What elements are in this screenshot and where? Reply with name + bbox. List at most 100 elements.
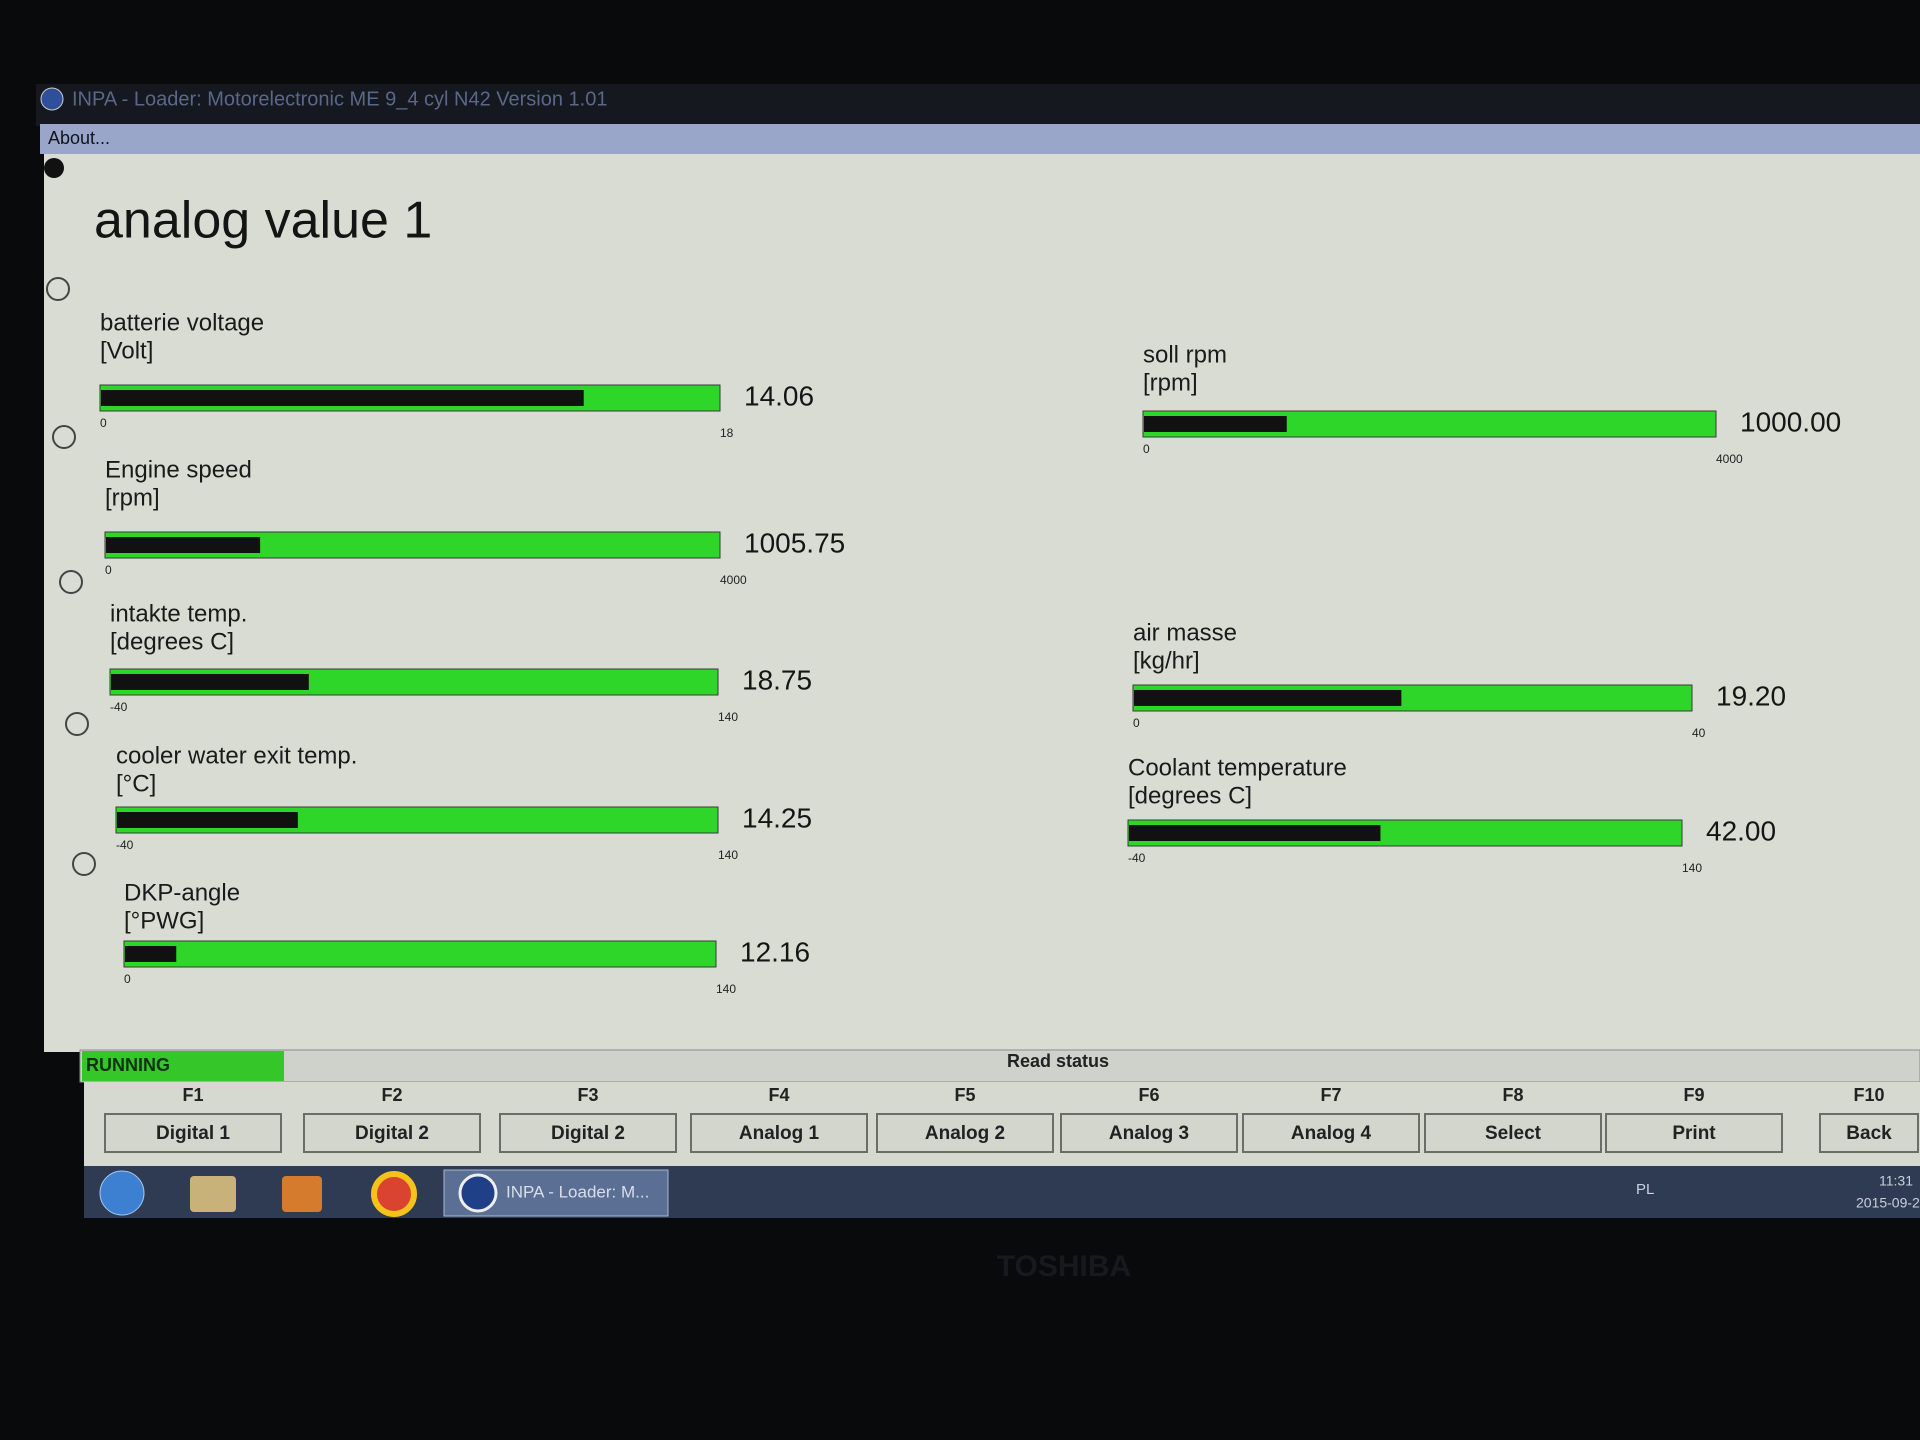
gauge-unit: [degrees C] bbox=[1128, 782, 1252, 809]
gauge-min: 0 bbox=[1133, 716, 1140, 730]
status-label: Read status bbox=[1007, 1051, 1109, 1071]
gauge-label: Coolant temperature bbox=[1128, 754, 1347, 781]
status-indicator bbox=[82, 1051, 284, 1081]
clock-date: 2015-09-2 bbox=[1856, 1195, 1920, 1211]
gauge-max: 40 bbox=[1692, 726, 1706, 740]
explorer-icon[interactable] bbox=[190, 1176, 236, 1212]
gauge-value: 1000.00 bbox=[1740, 406, 1841, 437]
gauge-label: air masse bbox=[1133, 619, 1237, 646]
function-key-name: F8 bbox=[1502, 1085, 1523, 1105]
function-key-label[interactable]: Analog 3 bbox=[1109, 1123, 1189, 1144]
clock-time: 11:31 bbox=[1879, 1173, 1913, 1189]
function-key-label[interactable]: Back bbox=[1846, 1123, 1892, 1144]
side-markers bbox=[46, 277, 96, 876]
function-key-name: F1 bbox=[182, 1085, 203, 1105]
function-key-label[interactable]: Analog 1 bbox=[739, 1123, 820, 1144]
function-key-label[interactable]: Digital 2 bbox=[355, 1123, 429, 1144]
gauge-unit: [°PWG] bbox=[124, 907, 204, 934]
function-key-button[interactable] bbox=[499, 1113, 677, 1153]
gauge-min: 0 bbox=[100, 416, 107, 430]
gauge-label: intakte temp. bbox=[110, 600, 247, 627]
gauge-max: 4000 bbox=[1716, 452, 1743, 466]
task-label: INPA - Loader: M... bbox=[506, 1182, 649, 1201]
gauge-unit: [Volt] bbox=[100, 337, 153, 364]
function-key-button[interactable] bbox=[1819, 1113, 1919, 1153]
gauge-fill bbox=[125, 946, 177, 962]
function-key-button[interactable] bbox=[303, 1113, 481, 1153]
function-key-label[interactable]: Analog 2 bbox=[925, 1123, 1005, 1144]
menu-item[interactable]: About... bbox=[48, 128, 110, 148]
function-key-name: F3 bbox=[577, 1085, 598, 1105]
gauge-max: 140 bbox=[718, 710, 738, 724]
function-keys: F1 Digital 1 F2 Digital 2 F3 Digital 2 F4 Analo… bbox=[104, 1085, 1919, 1153]
function-key-name: F10 bbox=[1853, 1085, 1884, 1105]
media-icon[interactable] bbox=[282, 1176, 322, 1212]
app-icon bbox=[40, 87, 64, 111]
client-area bbox=[44, 154, 1920, 1052]
gauge-fill bbox=[1144, 416, 1287, 432]
title-bar bbox=[36, 84, 1920, 126]
function-key-button[interactable] bbox=[1424, 1113, 1602, 1153]
gauge-fill bbox=[1134, 690, 1402, 706]
gauge-min: 0 bbox=[1143, 442, 1150, 456]
gauge-value: 1005.75 bbox=[744, 527, 845, 558]
function-key-name: F7 bbox=[1320, 1085, 1341, 1105]
function-key-name: F9 bbox=[1683, 1085, 1704, 1105]
gauge-min: 0 bbox=[105, 563, 112, 577]
gauge-fill bbox=[117, 812, 298, 828]
gauge-label: soll rpm bbox=[1143, 341, 1227, 368]
gauge-fill bbox=[111, 674, 309, 690]
gauge-value: 14.25 bbox=[742, 802, 812, 833]
gauges: batterie voltage[Volt] 0 18 14.06 Engine spe… bbox=[99, 309, 1841, 996]
function-key-label[interactable]: Digital 2 bbox=[551, 1123, 625, 1144]
gauge-fill bbox=[101, 390, 584, 406]
screen-title: analog value 1 bbox=[94, 192, 432, 250]
task-icon bbox=[458, 1173, 498, 1213]
function-key-button[interactable] bbox=[1060, 1113, 1238, 1153]
window-title: INPA - Loader: Motorelectronic ME 9_4 cy… bbox=[72, 88, 607, 110]
gauge-value: 14.06 bbox=[744, 380, 814, 411]
gauge-label: cooler water exit temp. bbox=[116, 742, 357, 769]
gauge-unit: [rpm] bbox=[1143, 369, 1198, 396]
gauge-unit: [kg/hr] bbox=[1133, 647, 1200, 674]
function-key-name: F5 bbox=[954, 1085, 975, 1105]
indicator bbox=[44, 158, 64, 178]
gauge-max: 140 bbox=[718, 848, 738, 862]
language: PL bbox=[1636, 1181, 1654, 1198]
function-key-name: F4 bbox=[768, 1085, 789, 1105]
browser-icon[interactable] bbox=[371, 1171, 417, 1217]
function-key-button[interactable] bbox=[690, 1113, 868, 1153]
function-key-button[interactable] bbox=[104, 1113, 282, 1153]
function-key-label[interactable]: Digital 1 bbox=[156, 1123, 230, 1144]
function-key-button[interactable] bbox=[1605, 1113, 1783, 1153]
gauge-value: 12.16 bbox=[740, 936, 810, 967]
start-button[interactable] bbox=[99, 1170, 145, 1216]
function-key-label[interactable]: Print bbox=[1672, 1123, 1716, 1144]
gauge-label: DKP-angle bbox=[124, 879, 240, 906]
function-key-button[interactable] bbox=[876, 1113, 1054, 1153]
function-key-button[interactable] bbox=[1242, 1113, 1420, 1153]
gauge-max: 140 bbox=[716, 982, 736, 996]
function-key-label[interactable]: Select bbox=[1485, 1123, 1542, 1144]
gauge-max: 18 bbox=[720, 426, 734, 440]
gauge-label: Engine speed bbox=[105, 456, 252, 483]
gauge-value: 42.00 bbox=[1706, 815, 1776, 846]
function-key-name: F6 bbox=[1138, 1085, 1159, 1105]
gauge-fill bbox=[1129, 825, 1381, 841]
function-key-label[interactable]: Analog 4 bbox=[1291, 1123, 1372, 1144]
gauge-value: 19.20 bbox=[1716, 680, 1786, 711]
gauge-value: 18.75 bbox=[742, 664, 812, 695]
status-bar bbox=[79, 1049, 1920, 1083]
gauge-max: 4000 bbox=[720, 573, 747, 587]
menu-bar bbox=[40, 124, 1920, 154]
gauge-unit: [rpm] bbox=[105, 484, 160, 511]
gauge-max: 140 bbox=[1682, 861, 1702, 875]
gauge-track bbox=[123, 940, 717, 968]
status-state: RUNNING bbox=[86, 1055, 170, 1075]
gauge-unit: [°C] bbox=[116, 770, 156, 797]
gauge-fill bbox=[106, 537, 261, 553]
gauge-label: batterie voltage bbox=[100, 309, 264, 336]
gauge-min: 0 bbox=[124, 972, 131, 986]
